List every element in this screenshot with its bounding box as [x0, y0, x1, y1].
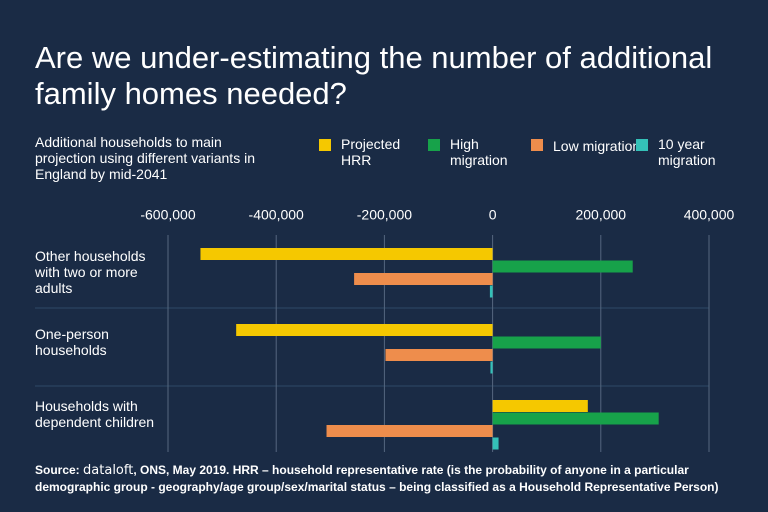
- legend-swatch: [531, 139, 543, 151]
- bar: [200, 248, 493, 260]
- bar: [492, 437, 499, 450]
- chart-title: Are we under-estimating the number of ad…: [35, 40, 713, 111]
- category-label: Households with dependent children: [35, 398, 155, 430]
- legend-label: 10 year migration: [658, 136, 716, 168]
- x-tick-label: -400,000: [249, 207, 304, 223]
- bar: [492, 412, 659, 425]
- x-tick-label: -600,000: [140, 207, 195, 223]
- bar: [326, 425, 493, 437]
- bar: [236, 324, 493, 336]
- bar: [490, 361, 493, 374]
- legend-label: Projected HRR: [341, 136, 401, 168]
- bar: [354, 273, 493, 285]
- legend-swatch: [319, 139, 331, 151]
- bar: [489, 285, 493, 298]
- bar: [492, 336, 601, 349]
- legend-label: Low migration: [553, 138, 641, 154]
- x-tick-label: 400,000: [684, 207, 735, 223]
- chart-subtitle: Additional households to main projection…: [35, 134, 255, 182]
- source-brand: dataloft: [83, 463, 134, 478]
- source-label: Source:: [35, 463, 80, 477]
- legend-label: High migration: [450, 136, 508, 168]
- legend-swatch: [428, 139, 440, 151]
- category-label: One-person households: [35, 326, 109, 358]
- bar: [492, 260, 633, 273]
- x-tick-label: 200,000: [575, 207, 626, 223]
- source-note: Source: dataloft, ONS, May 2019. HRR – h…: [35, 462, 755, 495]
- x-tick-label: 0: [489, 207, 497, 223]
- bar: [492, 400, 588, 412]
- x-tick-label: -200,000: [357, 207, 412, 223]
- legend-swatch: [636, 139, 648, 151]
- category-label: Other households with two or more adults: [35, 248, 146, 296]
- source-text: , ONS, May 2019. HRR – household represe…: [35, 463, 719, 494]
- bar: [385, 349, 493, 361]
